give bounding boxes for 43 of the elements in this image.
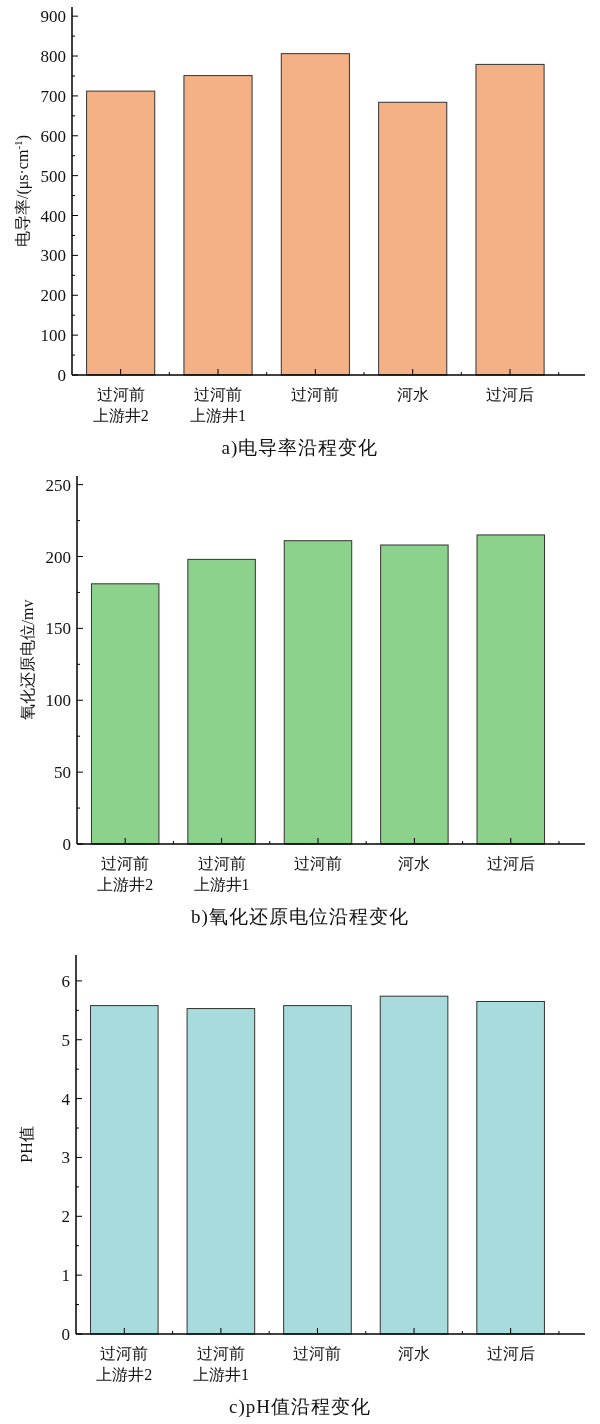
y-tick-label: 900 — [40, 7, 66, 27]
y-tick-label: 700 — [40, 86, 66, 106]
y-tick-label: 0 — [61, 1325, 70, 1344]
x-tick-label: 过河前上游井2 — [96, 1345, 153, 1383]
x-tick-label: 过河前 — [293, 855, 342, 872]
y-tick-label: 1 — [61, 1266, 70, 1286]
y-tick-label: 3 — [61, 1148, 70, 1168]
x-tick-label: 河水 — [396, 386, 429, 403]
x-tick-label: 过河前上游井1 — [190, 386, 247, 424]
y-tick-label: 2 — [61, 1207, 70, 1227]
y-tick-label: 4 — [61, 1089, 71, 1109]
y-tick-label: 6 — [61, 971, 70, 991]
y-tick-label: 400 — [40, 206, 66, 226]
y-tick-label: 0 — [57, 366, 66, 385]
x-tick-label: 过河前 — [293, 1345, 342, 1362]
y-tick-label: 100 — [40, 326, 66, 346]
x-tick-label: 过河后 — [486, 855, 535, 872]
y-tick-label: 0 — [62, 835, 71, 854]
y-tick-label: 5 — [61, 1030, 70, 1050]
text: b)氧化还原电位沿程变化 — [191, 906, 409, 928]
text: a)电导率沿程变化 — [221, 437, 379, 459]
y-tick-label: 800 — [40, 47, 66, 67]
text: c)pH值沿程变化 — [229, 1396, 371, 1418]
x-tick-label: 过河前 — [291, 386, 340, 403]
x-tick-label: 过河前上游井1 — [192, 1345, 249, 1383]
y-tick-label: 500 — [40, 166, 66, 186]
x-tick-label: 过河前上游井1 — [193, 855, 250, 893]
x-tick-label: 过河前上游井2 — [92, 386, 149, 424]
y-tick-label: 100 — [45, 691, 71, 711]
y-axis-title: 氧化还原电位/mv — [19, 599, 36, 721]
x-tick-label: 过河后 — [486, 386, 535, 403]
y-tick-label: 600 — [40, 126, 66, 146]
y-tick-label: 300 — [40, 246, 66, 266]
y-tick-label: 250 — [45, 475, 71, 495]
y-tick-label: 150 — [45, 619, 71, 639]
y-tick-label: 200 — [40, 286, 66, 306]
x-tick-label: 过河后 — [486, 1345, 535, 1362]
y-tick-label: 50 — [54, 763, 71, 783]
y-axis-title: PH值 — [18, 1126, 35, 1163]
y-tick-label: 200 — [45, 547, 71, 567]
x-tick-label: 过河前上游井2 — [97, 855, 154, 893]
x-tick-label: 河水 — [398, 1345, 431, 1362]
x-tick-label: 河水 — [398, 855, 431, 872]
